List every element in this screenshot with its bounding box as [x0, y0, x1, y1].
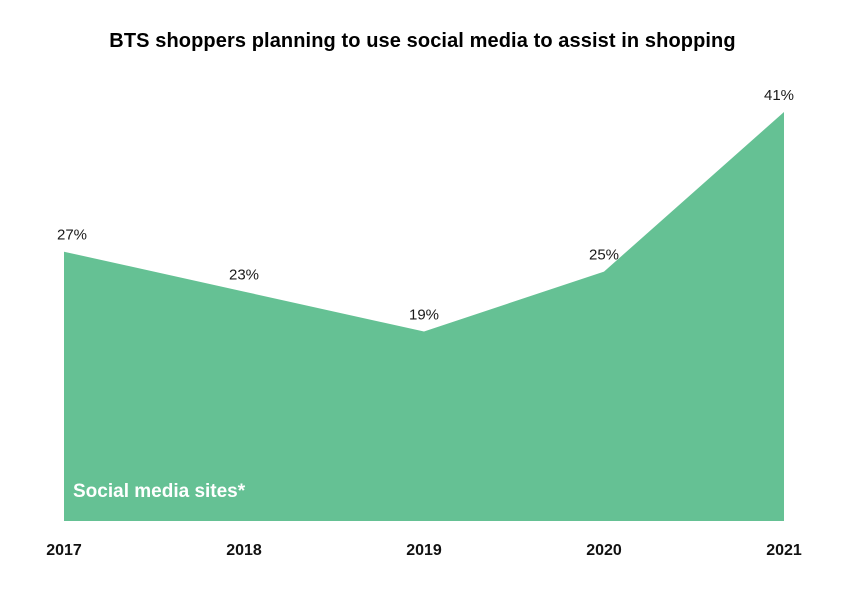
value-label-2020: 25%: [589, 247, 619, 264]
value-label-2019: 19%: [409, 307, 439, 324]
value-label-2021: 41%: [764, 87, 794, 104]
series-label: Social media sites*: [73, 481, 246, 502]
x-tick-2019: 2019: [406, 542, 442, 559]
chart-title: BTS shoppers planning to use social medi…: [109, 30, 736, 52]
value-label-2018: 23%: [229, 267, 259, 284]
x-tick-2017: 2017: [46, 542, 82, 559]
x-axis-tick-labels: 2017 2018 2019 2020 2021: [46, 542, 802, 559]
value-labels: 27% 23% 19% 25% 41%: [57, 87, 794, 324]
x-tick-2018: 2018: [226, 542, 262, 559]
x-tick-2021: 2021: [766, 542, 802, 559]
x-tick-2020: 2020: [586, 542, 622, 559]
value-label-2017: 27%: [57, 227, 87, 244]
area-series-fill: [64, 112, 784, 521]
